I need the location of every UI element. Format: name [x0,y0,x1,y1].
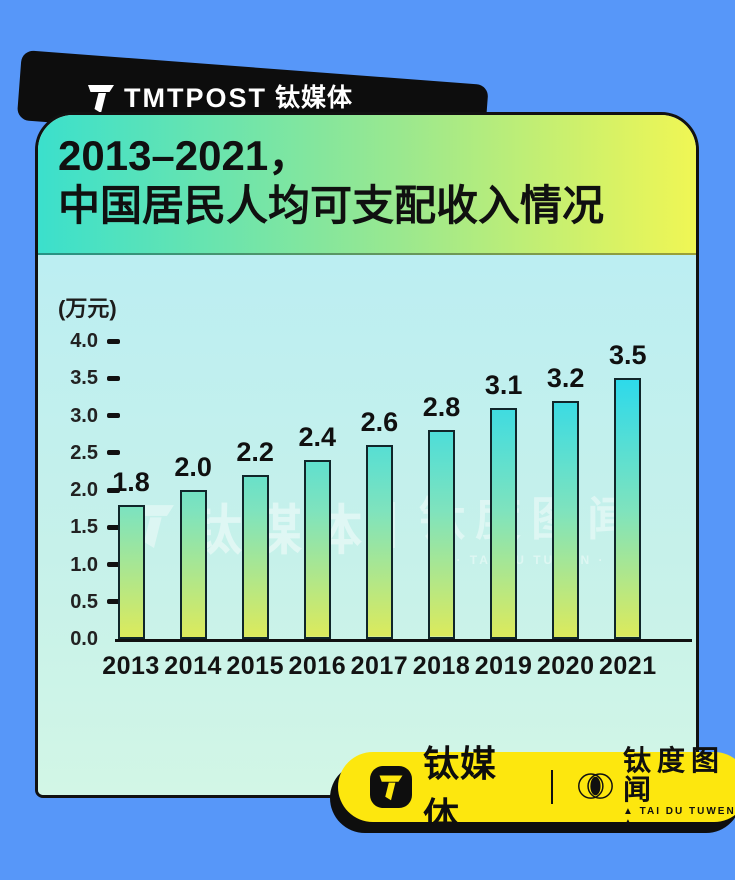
taidu-logo-group: 钛度图闻 ▲ TAI DU TUWEN ▲ [576,744,735,829]
y-tick-label: 1.0 [70,553,98,576]
bar-2020 [552,400,580,639]
watermark-taidu-sub: · TAI DU TUWEN · [456,553,606,567]
tmtpost-logo: TMTPOST 钛媒体 [86,80,353,116]
chart-card: 2013–2021， 中国居民人均可支配收入情况 (万元) 钛媒体 钛度图闻 · [35,112,699,798]
bar-2016 [303,460,331,639]
bar-value-label: 2.8 [422,392,461,423]
y-tick-mark [107,487,120,493]
bar-value-label: 3.5 [609,340,647,371]
bar-2017 [365,445,393,639]
y-tick-mark [107,375,120,381]
title-block: 2013–2021， 中国居民人均可支配收入情况 [38,115,696,255]
bar-2014 [179,490,207,639]
tmt-badge-t-flag-icon [379,775,403,801]
taidu-eye-icon [578,773,613,799]
y-tick-mark [107,338,120,344]
y-tick-mark [107,599,120,605]
footer-brand-pill: 钛媒体 钛度图闻 ▲ TAI DU TUWEN ▲ [338,743,735,836]
x-axis-label: 2020 [536,652,595,680]
footer-separator [551,770,554,804]
tmt-badge [370,766,412,808]
x-axis-label: 2018 [412,652,471,680]
brand-name-en: TMTPOST [124,82,267,113]
y-tick-label: 1.5 [70,516,98,539]
y-tick-label: 0.0 [70,628,98,650]
title-line-2: 中国居民人均可支配收入情况 [58,181,605,229]
title-line-1: 2013–2021， [58,132,311,179]
tmtpost-t-flag-icon [88,85,114,113]
bar-2015 [241,475,269,639]
x-axis-line [115,639,692,642]
x-axis-label: 2014 [164,652,222,680]
bar-2018 [428,430,455,639]
bar-value-label: 2.0 [174,452,212,482]
y-tick-label: 4.0 [70,330,98,352]
watermark-tmt-text: 钛媒体 [188,500,368,561]
y-tick-label: 2.5 [70,441,98,464]
x-axis-label: 2015 [226,652,284,680]
x-axis-label: 2013 [102,652,160,680]
y-tick-label: 3.0 [70,404,98,427]
x-axis-label: 2017 [350,652,409,680]
y-axis-unit-label: (万元) [58,296,117,321]
taidu-text-group: 钛度图闻 ▲ TAI DU TUWEN ▲ [622,744,735,829]
y-tick-mark [107,524,120,530]
bar-value-label: 2.4 [298,422,337,453]
footer-brand-name: 钛媒体 [423,743,498,836]
x-axis-label: 2016 [288,652,347,680]
y-tick-label: 0.5 [70,590,98,613]
bar-value-label: 3.1 [484,370,523,401]
taidu-name: 钛度图闻 [622,744,725,805]
x-axis-label: 2019 [474,652,533,680]
y-tick-label: 2.0 [70,479,98,501]
bar-2013 [117,504,145,639]
y-tick-mark [107,450,120,456]
taidu-sub: ▲ TAI DU TUWEN ▲ [622,806,735,829]
bar-2021 [614,378,642,639]
bar-value-label: 2.6 [360,407,399,438]
x-axis-label: 2021 [598,652,657,680]
y-tick-label: 3.5 [70,367,98,390]
brand-name-cn: 钛媒体 [275,83,354,112]
bar-value-label: 2.2 [236,437,274,468]
bar-value-label: 1.8 [112,466,150,497]
y-tick-mark [107,413,120,418]
bar-chart: (万元) 钛媒体 钛度图闻 · TAI DU TUWEN · 4.0 3.5 3.0… [38,255,696,795]
y-tick-mark [107,562,120,567]
bar-value-label: 3.2 [546,362,585,393]
bar-2019 [490,408,518,639]
